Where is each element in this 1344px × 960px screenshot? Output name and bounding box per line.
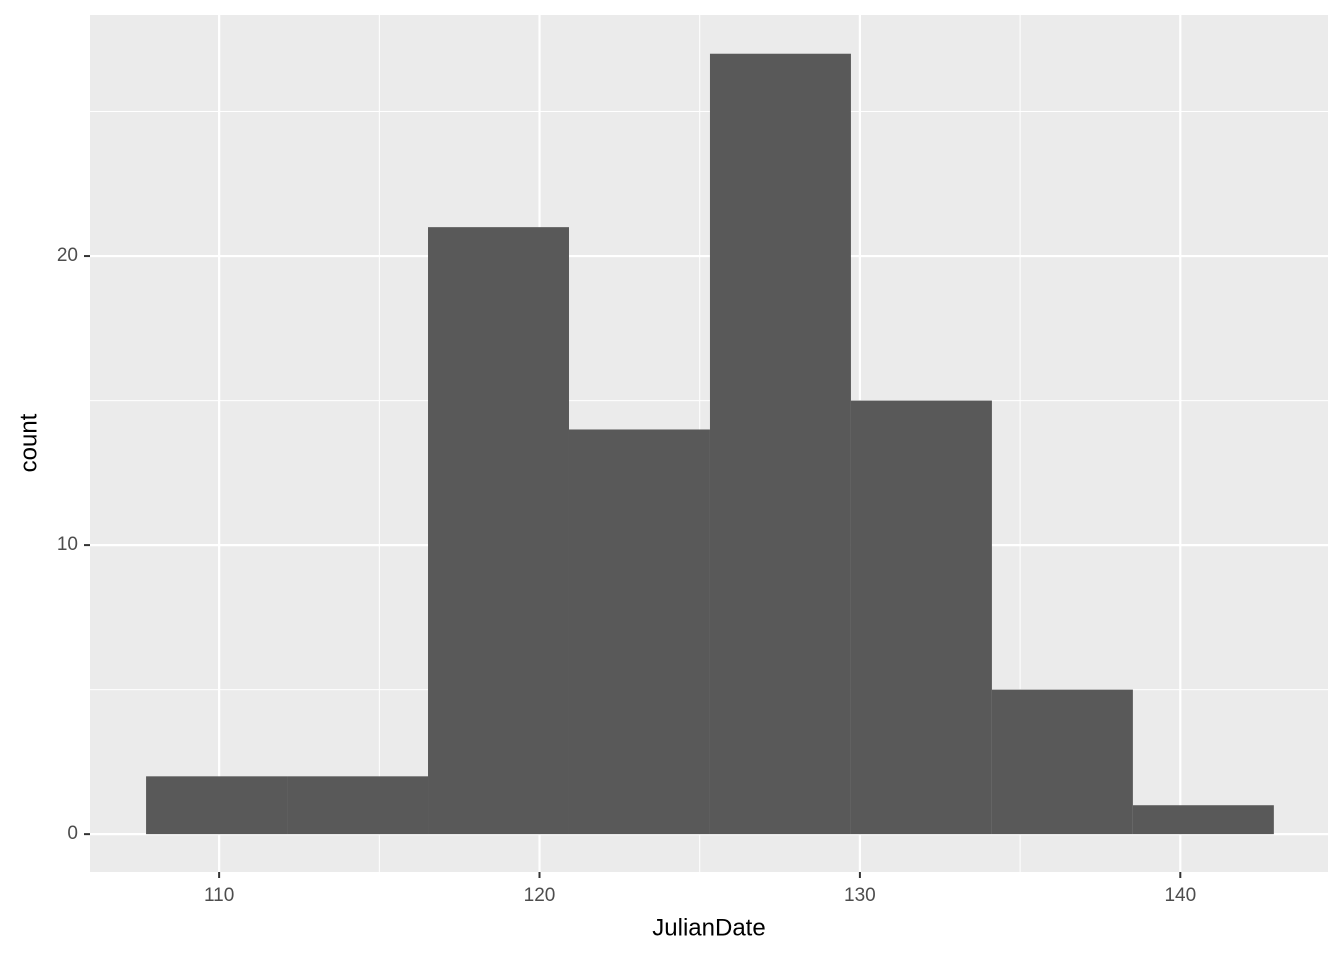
y-axis-title: count: [15, 413, 42, 472]
y-tick-label: 20: [57, 245, 78, 266]
x-tick-label: 120: [524, 885, 556, 906]
bar: [991, 689, 1133, 835]
bar: [1132, 805, 1274, 835]
bar: [850, 400, 992, 835]
bar: [568, 429, 710, 835]
bar: [287, 776, 429, 835]
x-tick-label: 140: [1164, 885, 1196, 906]
y-tick-label: 0: [67, 823, 78, 844]
x-axis-title: JulianDate: [652, 914, 765, 941]
bar: [428, 227, 569, 835]
bar: [146, 776, 288, 835]
x-tick-label: 130: [844, 885, 876, 906]
bar: [709, 53, 851, 835]
x-tick-label: 110: [204, 885, 234, 906]
y-tick-label: 10: [57, 534, 78, 555]
